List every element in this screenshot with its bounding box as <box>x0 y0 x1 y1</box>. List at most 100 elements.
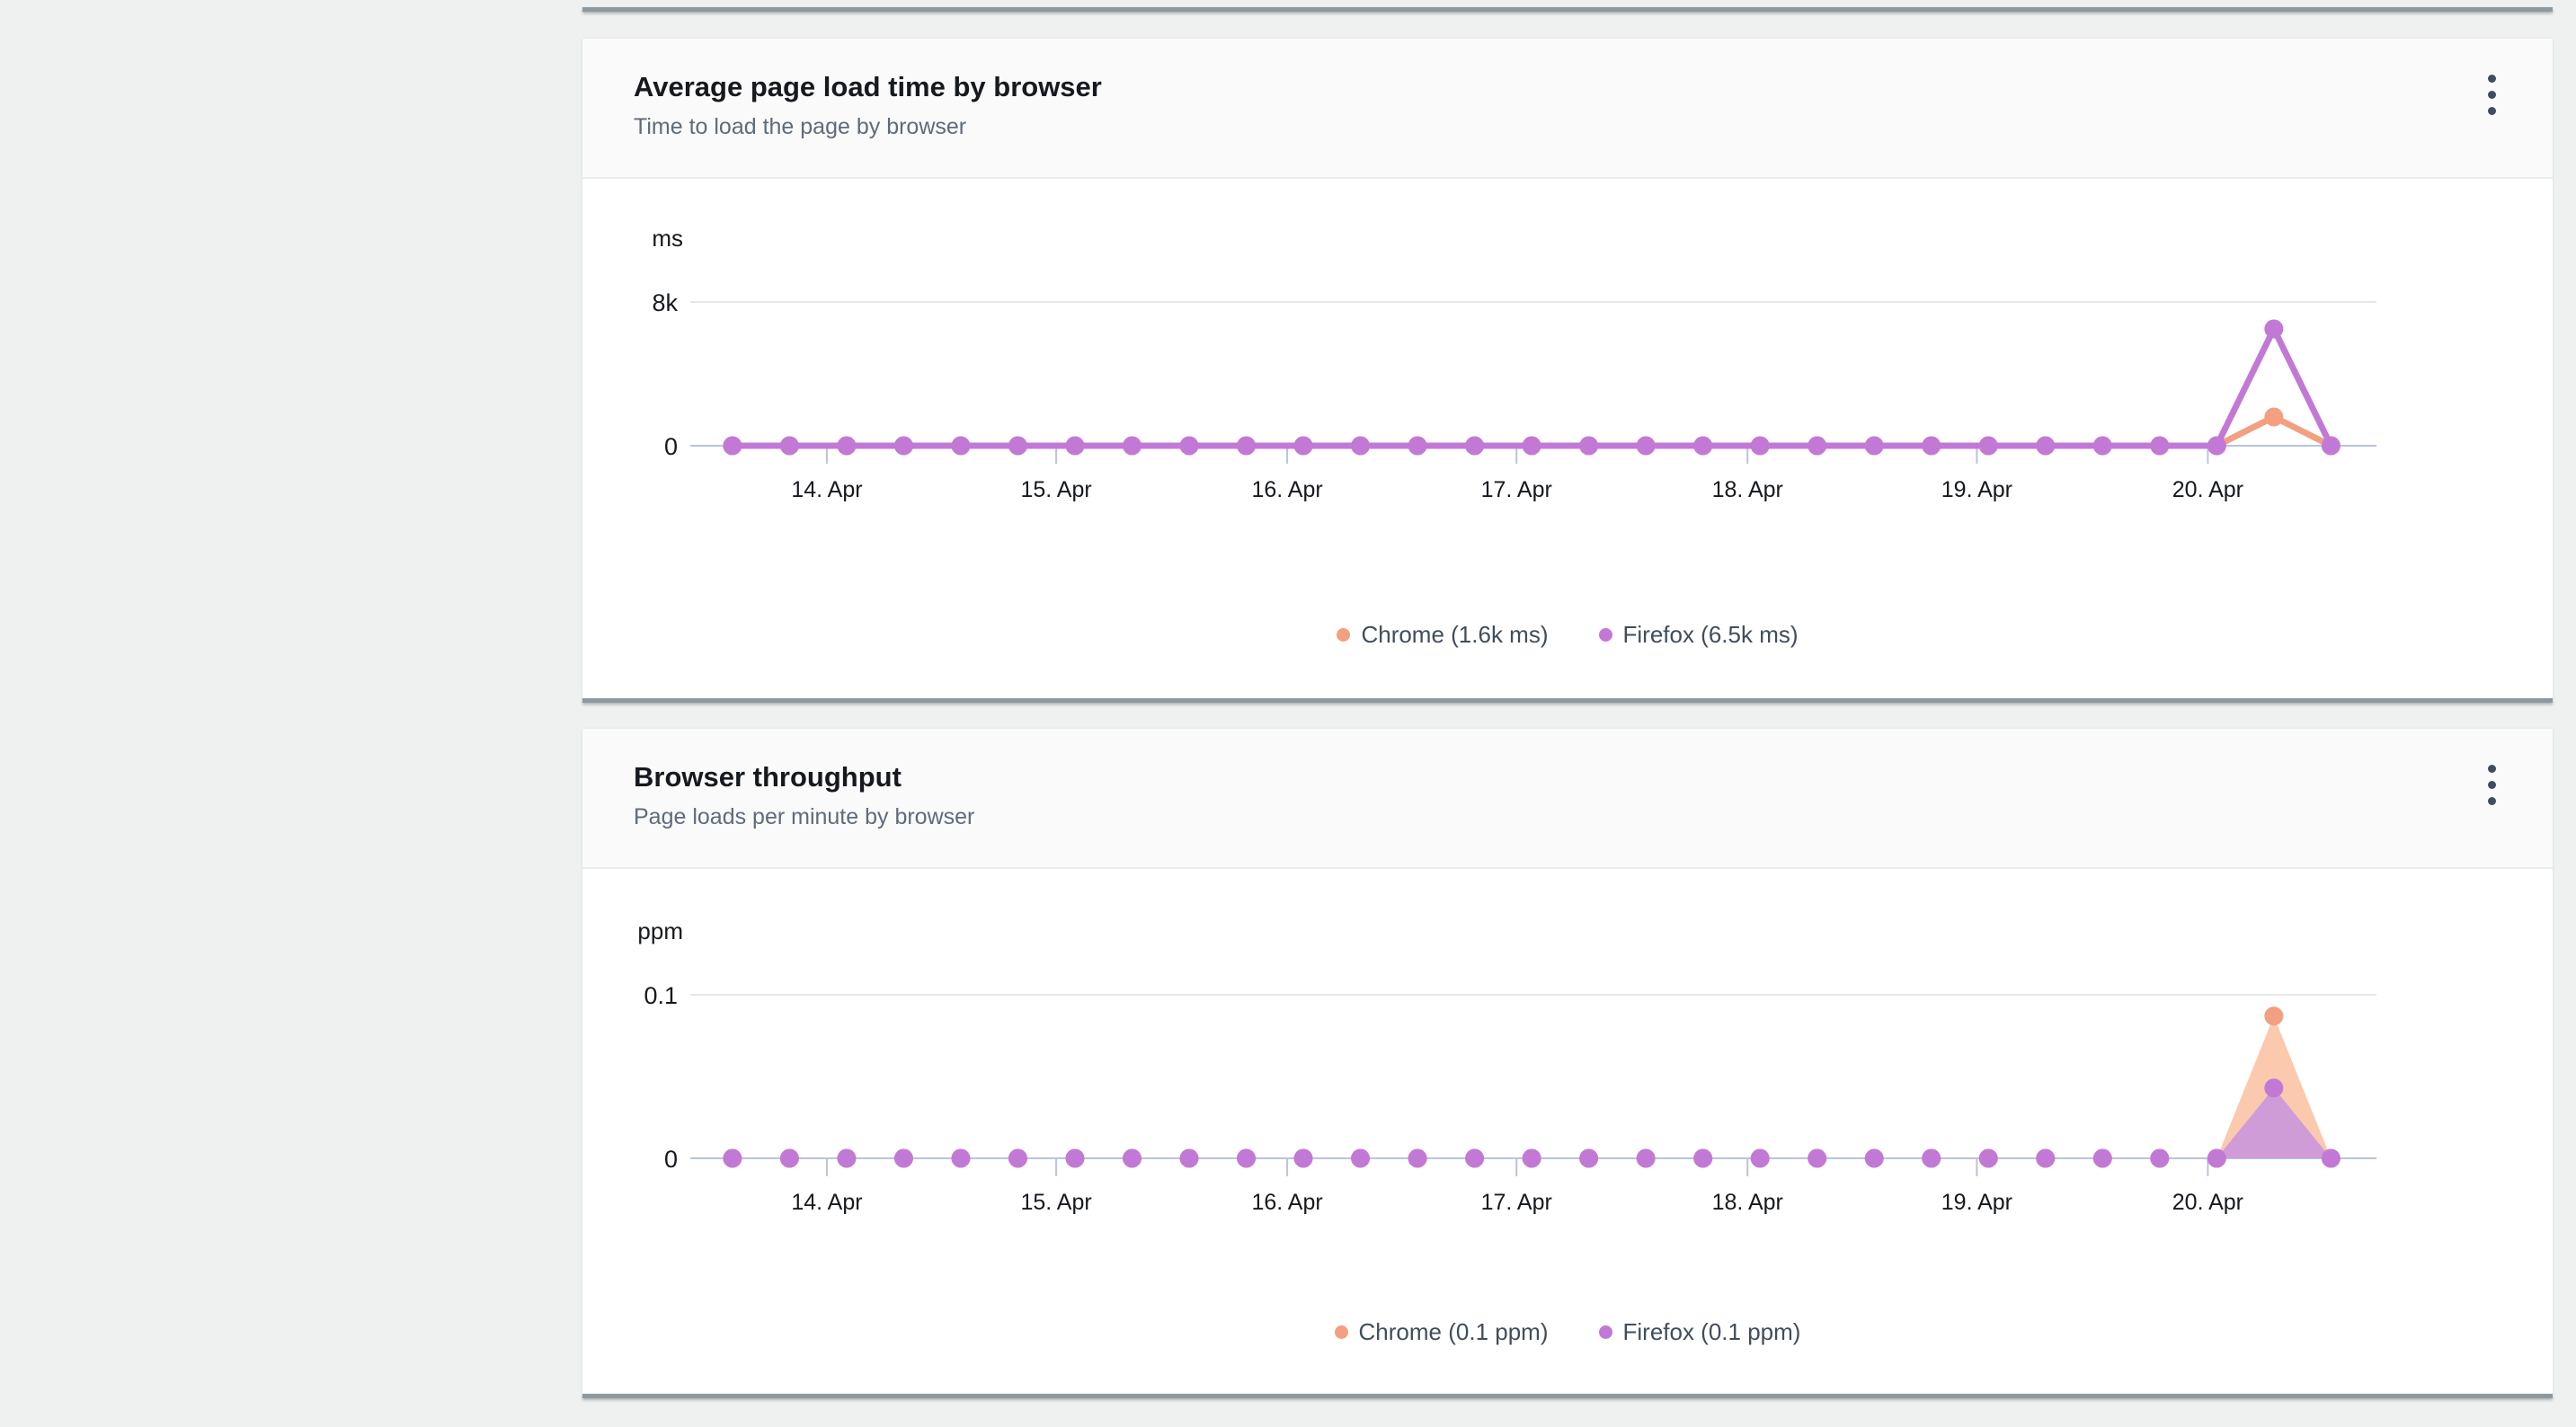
firefox-data-point[interactable] <box>2207 436 2226 456</box>
firefox-data-point[interactable] <box>1008 436 1027 456</box>
legend-item[interactable]: Firefox (0.1 ppm) <box>1598 1318 1801 1346</box>
kebab-dot <box>2487 106 2496 115</box>
firefox-line[interactable] <box>729 325 2334 449</box>
kebab-menu-icon[interactable] <box>2468 66 2515 123</box>
widget-browser-throughput: Browser throughput Page loads per minute… <box>582 728 2553 1394</box>
firefox-data-point[interactable] <box>1693 1148 1713 1168</box>
x-axis-tick-label: 14. Apr <box>791 477 862 502</box>
firefox-data-point[interactable] <box>1522 436 1541 456</box>
chrome-data-point[interactable] <box>2264 407 2284 427</box>
legend-item[interactable]: Firefox (6.5k ms) <box>1598 621 1799 649</box>
firefox-data-point[interactable] <box>951 1148 971 1168</box>
legend-item[interactable]: Chrome (0.1 ppm) <box>1334 1318 1549 1346</box>
firefox-data-point[interactable] <box>1351 1148 1371 1168</box>
widget-resize-handle-bottom[interactable] <box>582 1394 2553 1398</box>
chrome-data-point[interactable] <box>2264 1006 2284 1026</box>
legend-color-dot-icon <box>1334 1325 1348 1339</box>
firefox-data-point[interactable] <box>723 436 742 456</box>
firefox-data-point[interactable] <box>1123 436 1142 456</box>
firefox-data-point[interactable] <box>1978 436 1998 456</box>
firefox-data-point[interactable] <box>2092 436 2112 456</box>
firefox-data-point[interactable] <box>1465 1148 1485 1168</box>
firefox-data-point[interactable] <box>1293 436 1313 456</box>
firefox-data-point[interactable] <box>1179 1148 1199 1168</box>
x-axis-tick-label: 15. Apr <box>1020 477 1091 502</box>
firefox-data-point[interactable] <box>1922 1148 1941 1168</box>
firefox-data-point[interactable] <box>1465 436 1485 456</box>
firefox-data-point[interactable] <box>1864 436 1884 456</box>
chrome-area[interactable] <box>732 1015 2332 1158</box>
chart-body: ppm 0.1 0 14. Apr 15. Apr 16. Apr 17. Apr 18. A… <box>582 869 2553 1392</box>
firefox-area[interactable] <box>732 1087 2332 1158</box>
firefox-data-point[interactable] <box>1750 1148 1770 1168</box>
firefox-data-point[interactable] <box>1179 436 1199 456</box>
firefox-data-point[interactable] <box>2036 1148 2056 1168</box>
firefox-data-point[interactable] <box>1293 1148 1313 1168</box>
x-axis-tick-label: 18. Apr <box>1712 477 1783 502</box>
legend-color-dot-icon <box>1337 628 1351 642</box>
firefox-data-point[interactable] <box>2036 436 2056 456</box>
firefox-data-point[interactable] <box>1808 436 1827 456</box>
firefox-data-point[interactable] <box>1636 1148 1656 1168</box>
firefox-data-point[interactable] <box>1579 1148 1599 1168</box>
firefox-data-point[interactable] <box>893 436 913 456</box>
firefox-data-point[interactable] <box>2321 1148 2341 1168</box>
dashboard-content-column: Average page load time by browser Time t… <box>582 0 2553 1427</box>
firefox-data-point[interactable] <box>2321 436 2341 456</box>
firefox-data-point[interactable] <box>2092 1148 2112 1168</box>
x-axis-tick-label: 17. Apr <box>1481 1190 1552 1215</box>
widget-avg-page-load-time: Average page load time by browser Time t… <box>582 38 2553 699</box>
firefox-data-point[interactable] <box>1978 1148 1998 1168</box>
widget-resize-handle-middle[interactable] <box>582 698 2553 703</box>
y-axis-unit-label: ppm <box>637 917 683 944</box>
y-axis-tick-label: 8k <box>652 289 678 316</box>
x-axis-tick-label: 20. Apr <box>2172 477 2243 502</box>
firefox-data-point[interactable] <box>1636 436 1656 456</box>
firefox-data-point[interactable] <box>1750 436 1770 456</box>
firefox-data-point[interactable] <box>1864 1148 1884 1168</box>
firefox-data-point[interactable] <box>1808 1148 1827 1168</box>
firefox-data-point[interactable] <box>1693 436 1713 456</box>
kebab-dot <box>2487 90 2496 99</box>
widget-subtitle: Time to load the page by browser <box>634 114 967 140</box>
x-axis-tick-label: 16. Apr <box>1251 477 1322 502</box>
firefox-data-point[interactable] <box>1351 436 1371 456</box>
x-axis-tick-label: 14. Apr <box>791 1190 862 1215</box>
firefox-data-point[interactable] <box>1579 436 1599 456</box>
area-chart-canvas[interactable]: ppm 0.1 0 14. Apr 15. Apr 16. Apr 17. Apr 18. A… <box>582 869 2553 1392</box>
firefox-data-point[interactable] <box>1123 1148 1142 1168</box>
firefox-data-point[interactable] <box>1237 1148 1257 1168</box>
firefox-data-point[interactable] <box>2150 436 2170 456</box>
widget-resize-handle-top[interactable] <box>582 7 2553 12</box>
firefox-data-point[interactable] <box>1408 1148 1427 1168</box>
firefox-data-point[interactable] <box>1065 1148 1085 1168</box>
kebab-dot <box>2487 780 2496 789</box>
firefox-data-point[interactable] <box>779 436 799 456</box>
firefox-data-point[interactable] <box>1237 436 1257 456</box>
kebab-menu-icon[interactable] <box>2468 756 2515 813</box>
firefox-data-point[interactable] <box>1008 1148 1027 1168</box>
firefox-data-point[interactable] <box>2207 1148 2226 1168</box>
firefox-data-point[interactable] <box>1065 436 1085 456</box>
firefox-data-point[interactable] <box>1408 436 1427 456</box>
widget-title: Browser throughput <box>634 761 902 793</box>
widget-header: Browser throughput Page loads per minute… <box>582 729 2553 869</box>
firefox-data-point[interactable] <box>2264 319 2284 339</box>
firefox-data-point[interactable] <box>893 1148 913 1168</box>
firefox-data-point[interactable] <box>837 1148 857 1168</box>
line-chart-canvas[interactable]: ms 8k 0 14. Apr 15. Apr 16. Apr 17. Apr 18. Apr… <box>582 179 2553 697</box>
legend-color-dot-icon <box>1598 1325 1612 1339</box>
kebab-dot <box>2487 74 2496 83</box>
legend-label: Firefox (0.1 ppm) <box>1622 1318 1801 1345</box>
widget-header: Average page load time by browser Time t… <box>582 39 2553 179</box>
firefox-data-point[interactable] <box>2264 1078 2284 1098</box>
firefox-data-point[interactable] <box>1922 436 1941 456</box>
firefox-data-point[interactable] <box>951 436 971 456</box>
legend-color-dot-icon <box>1598 628 1612 642</box>
legend-item[interactable]: Chrome (1.6k ms) <box>1337 621 1549 649</box>
firefox-data-point[interactable] <box>837 436 857 456</box>
firefox-data-point[interactable] <box>2150 1148 2170 1168</box>
firefox-data-point[interactable] <box>723 1148 742 1168</box>
firefox-data-point[interactable] <box>1522 1148 1541 1168</box>
firefox-data-point[interactable] <box>779 1148 799 1168</box>
